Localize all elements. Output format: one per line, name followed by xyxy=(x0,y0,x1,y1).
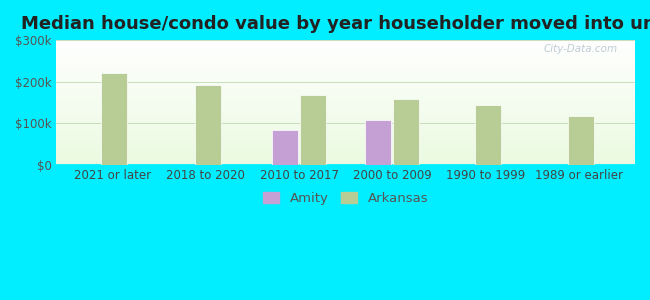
Bar xyxy=(568,116,594,165)
Bar xyxy=(474,105,500,165)
Bar xyxy=(393,99,419,165)
Bar xyxy=(194,85,221,165)
Bar xyxy=(272,130,298,165)
Bar xyxy=(101,73,127,165)
Bar xyxy=(365,120,391,165)
Legend: Amity, Arkansas: Amity, Arkansas xyxy=(258,186,434,210)
Title: Median house/condo value by year householder moved into unit: Median house/condo value by year househo… xyxy=(21,15,650,33)
Bar xyxy=(300,95,326,165)
Text: City-Data.com: City-Data.com xyxy=(543,44,618,54)
